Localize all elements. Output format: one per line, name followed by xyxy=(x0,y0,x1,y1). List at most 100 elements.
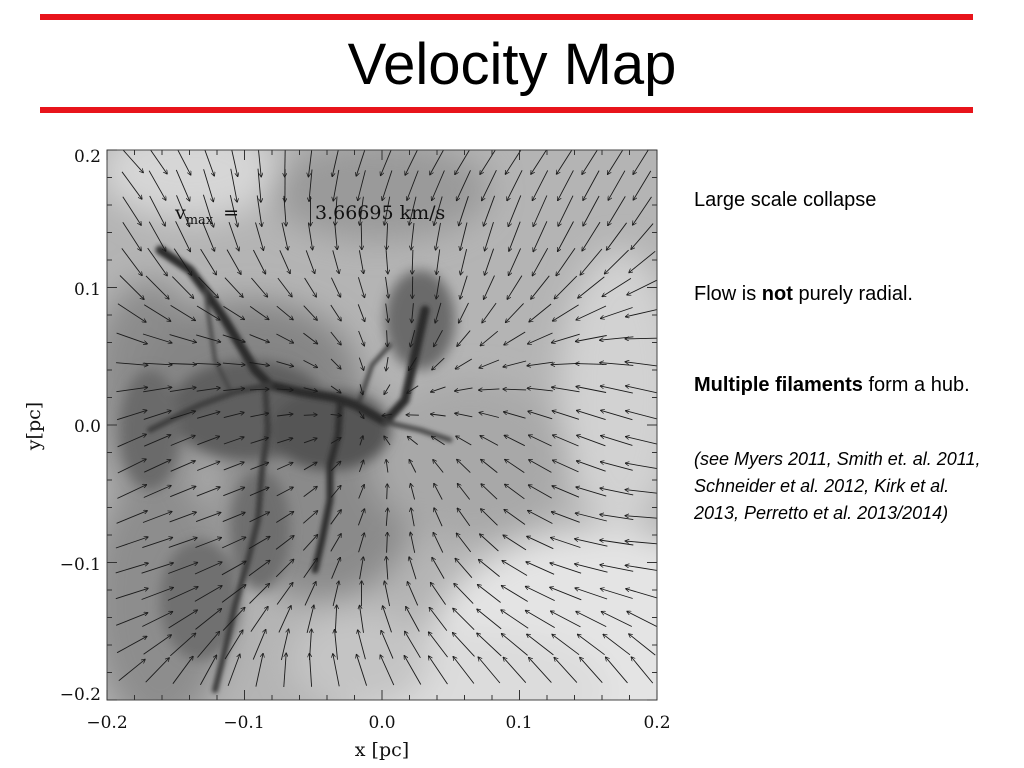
velocity-vector xyxy=(170,486,196,498)
velocity-vector xyxy=(533,195,548,227)
velocity-vector xyxy=(143,635,172,655)
velocity-vector xyxy=(505,303,524,322)
velocity-vector xyxy=(386,250,388,274)
velocity-vector xyxy=(479,389,500,390)
velocity-vector xyxy=(405,150,418,176)
velocity-vector xyxy=(330,438,341,444)
velocity-vector xyxy=(196,388,221,392)
velocity-vector xyxy=(575,588,608,600)
velocity-vector xyxy=(169,512,197,523)
velocity-vector xyxy=(457,459,471,473)
velocity-vector xyxy=(457,508,471,527)
velocity-vector xyxy=(529,303,552,322)
velocity-vector xyxy=(407,170,419,201)
velocity-vector xyxy=(580,657,603,683)
velocity-vector xyxy=(142,612,172,627)
velocity-vector xyxy=(201,221,214,252)
velocity-vector xyxy=(527,634,554,656)
velocity-vector xyxy=(117,459,146,474)
velocity-vector xyxy=(551,611,581,628)
velocity-vector xyxy=(222,363,245,365)
velocity-vector xyxy=(115,588,148,600)
velocity-vector xyxy=(382,414,393,416)
velocity-vector xyxy=(430,582,446,605)
velocity-vector xyxy=(411,508,415,527)
velocity-vector xyxy=(503,360,527,367)
velocity-vector xyxy=(575,513,607,522)
hub-text-after: form a hub. xyxy=(862,374,970,396)
velocity-vector xyxy=(202,194,213,227)
velocity-vector xyxy=(330,461,341,472)
radial-text-before: Flow is xyxy=(694,283,762,305)
velocity-vector xyxy=(454,583,474,604)
velocity-vector xyxy=(504,435,526,447)
velocity-vector xyxy=(525,586,555,602)
velocity-vector xyxy=(550,563,582,574)
velocity-vector xyxy=(141,588,174,600)
velocity-vector xyxy=(283,195,286,226)
velocity-vector xyxy=(309,169,313,202)
velocity-vector xyxy=(223,487,244,497)
velocity-vector xyxy=(358,330,365,346)
velocity-vector xyxy=(145,658,170,683)
velocity-vector xyxy=(529,460,552,473)
velocity-vector xyxy=(276,487,294,497)
velocity-vector xyxy=(601,612,632,627)
velocity-vector xyxy=(302,535,317,551)
velocity-vector xyxy=(303,415,317,416)
velocity-vector xyxy=(116,362,148,366)
velocity-vector xyxy=(357,509,364,526)
velocity-vector xyxy=(142,537,172,549)
velocity-vector xyxy=(503,535,527,551)
velocity-vector xyxy=(122,196,141,226)
velocity-vector xyxy=(507,170,523,200)
velocity-vector xyxy=(576,410,606,421)
velocity-vector xyxy=(551,333,580,343)
velocity-vector xyxy=(477,585,501,603)
velocity-vector xyxy=(122,221,141,251)
velocity-vector xyxy=(631,657,654,684)
velocity-vector xyxy=(258,150,261,177)
velocity-vector xyxy=(358,630,366,660)
velocity-vector xyxy=(279,250,290,273)
velocity-vector xyxy=(386,357,388,371)
velocity-vector xyxy=(195,512,221,523)
velocity-vector xyxy=(382,170,393,201)
velocity-vector xyxy=(578,276,605,298)
velocity-vector xyxy=(436,249,441,274)
velocity-vector xyxy=(505,459,525,473)
velocity-vector xyxy=(409,460,417,473)
velocity-vector xyxy=(169,364,197,365)
velocity-vector xyxy=(177,150,191,175)
velocity-vector xyxy=(409,357,417,370)
velocity-vector xyxy=(359,384,363,395)
velocity-vector xyxy=(276,333,293,343)
velocity-vector xyxy=(228,221,239,251)
velocity-vector xyxy=(387,532,388,553)
velocity-vector xyxy=(144,435,171,447)
velocity-vector xyxy=(358,357,363,371)
velocity-vector xyxy=(175,169,189,201)
velocity-vector xyxy=(196,305,220,320)
velocity-vector xyxy=(384,196,391,226)
velocity-vector xyxy=(386,460,388,473)
velocity-vector xyxy=(116,636,147,654)
velocity-vector xyxy=(387,330,388,346)
velocity-vector xyxy=(117,434,147,448)
velocity-vector xyxy=(509,221,521,252)
y-tick-label: −0.1 xyxy=(60,555,101,575)
x-tick-label: 0.1 xyxy=(505,713,532,733)
velocity-vector xyxy=(333,169,340,201)
velocity-vector xyxy=(168,610,198,629)
vmax-equals: = xyxy=(223,202,239,224)
velocity-vector xyxy=(148,170,166,201)
velocity-vector xyxy=(453,608,475,631)
velocity-vector xyxy=(625,490,657,494)
velocity-vector xyxy=(435,302,442,323)
velocity-vector xyxy=(601,436,633,446)
velocity-vector xyxy=(526,562,555,575)
velocity-vector xyxy=(384,384,391,395)
velocity-vector xyxy=(550,587,582,601)
velocity-vector xyxy=(384,436,391,446)
velocity-vector xyxy=(170,305,196,320)
